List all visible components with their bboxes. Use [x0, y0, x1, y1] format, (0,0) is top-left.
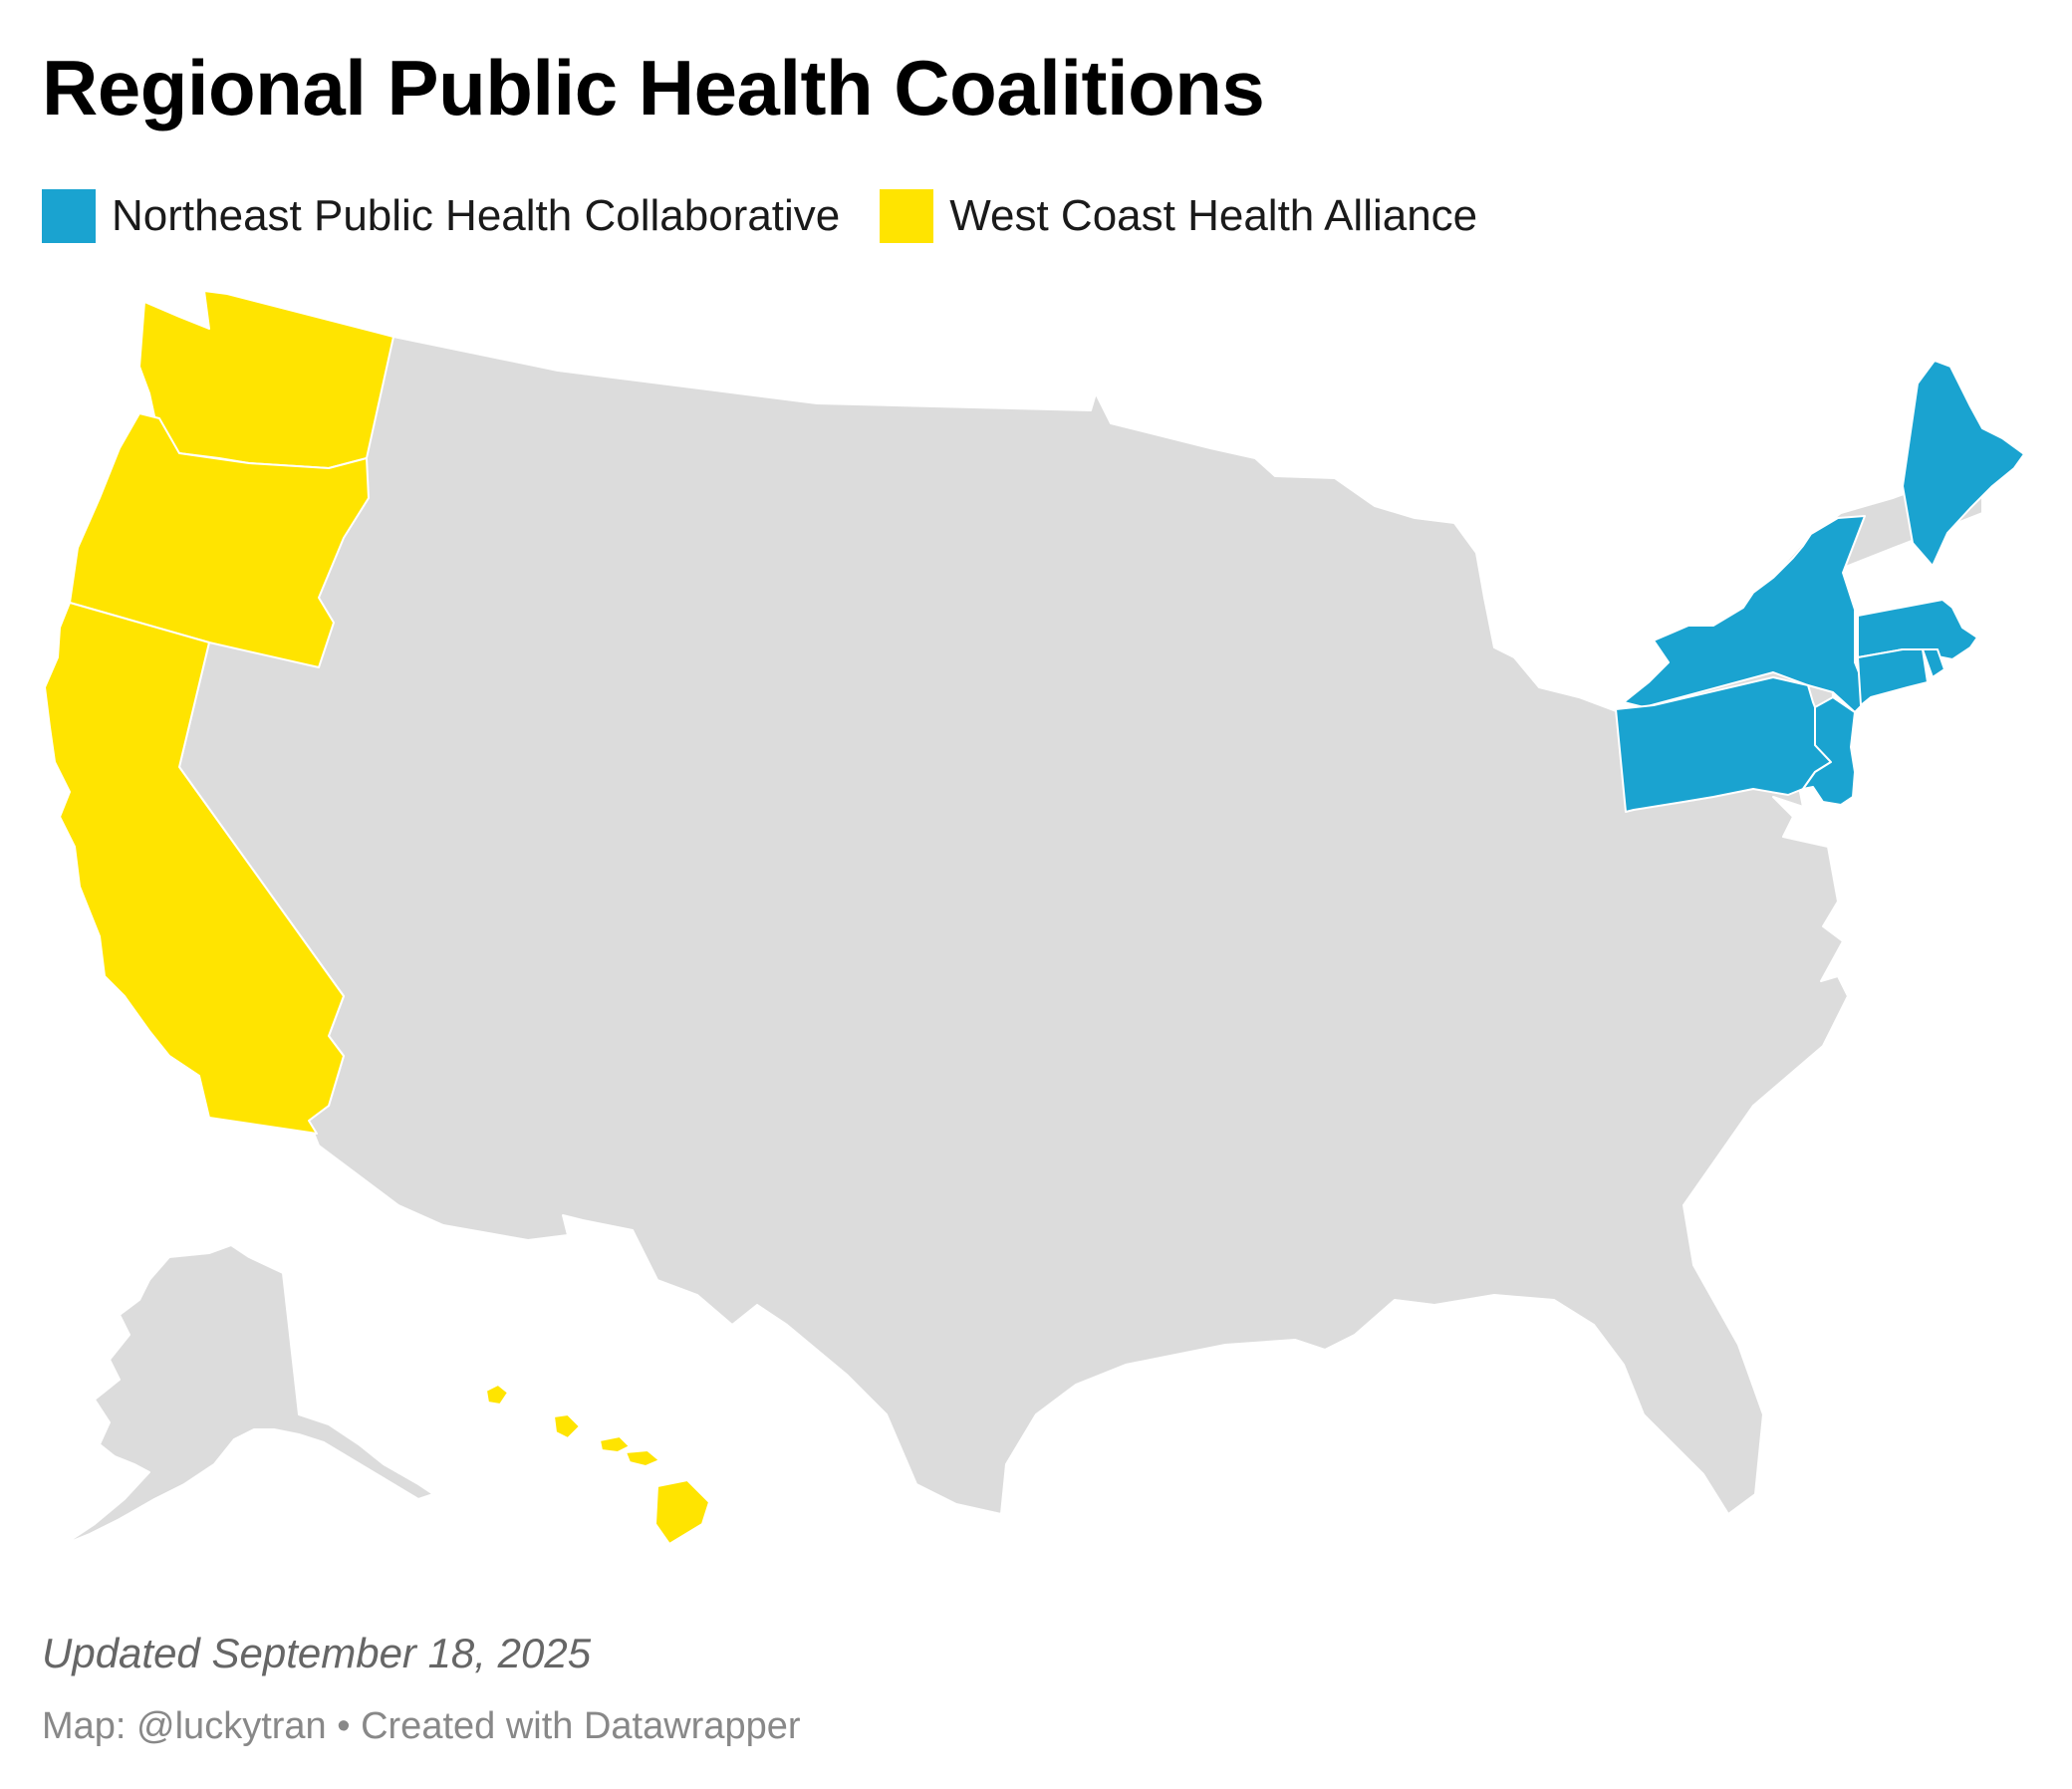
us-map [44, 290, 2025, 1545]
state-connecticut [1857, 648, 1929, 706]
legend-swatch-northeast [42, 189, 96, 243]
state-hawaii-molokai [625, 1449, 660, 1467]
map-title: Regional Public Health Coalitions [42, 44, 1265, 131]
state-alaska [64, 1244, 434, 1545]
map-credit: Map: @luckytran • Created with Datawrapp… [42, 1705, 801, 1747]
state-hawaii-big-island [654, 1479, 710, 1545]
legend-item-west-coast: West Coast Health Alliance [880, 189, 1477, 243]
state-washington [138, 290, 394, 469]
state-hawaii-oahu [553, 1413, 581, 1439]
state-hawaii-maui [599, 1435, 631, 1453]
state-hawaii-kauai [485, 1384, 509, 1406]
legend-swatch-west-coast [880, 189, 934, 243]
state-new-jersey [1802, 696, 1856, 806]
legend-item-northeast: Northeast Public Health Collaborative [42, 189, 840, 243]
state-other [178, 336, 1983, 1515]
state-maine [1902, 360, 2025, 567]
legend-label-northeast: Northeast Public Health Collaborative [112, 191, 841, 240]
state-rhode-island [1922, 648, 1945, 678]
legend-label-west-coast: West Coast Health Alliance [949, 191, 1478, 240]
state-oregon [69, 412, 370, 668]
state-california [44, 602, 345, 1135]
updated-date: Updated September 18, 2025 [42, 1630, 592, 1676]
legend: Northeast Public Health Collaborative We… [42, 189, 1517, 243]
